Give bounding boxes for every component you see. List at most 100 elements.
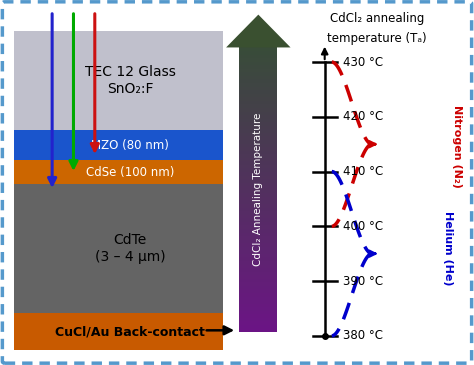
Bar [239, 210, 277, 215]
Bar [239, 232, 277, 236]
Text: CdCl₂ annealing: CdCl₂ annealing [329, 12, 424, 25]
Bar [239, 97, 277, 101]
Bar [239, 296, 277, 300]
Text: Helium (He): Helium (He) [443, 211, 453, 285]
Bar [14, 160, 223, 184]
Bar [239, 282, 277, 286]
Text: CdCl₂ Annealing Temperature: CdCl₂ Annealing Temperature [253, 113, 264, 266]
Bar [239, 214, 277, 218]
Bar [239, 175, 277, 179]
Bar [239, 161, 277, 165]
Bar [239, 203, 277, 208]
Polygon shape [226, 15, 291, 47]
Bar [239, 224, 277, 229]
Bar [239, 285, 277, 289]
Bar [239, 125, 277, 129]
Bar [239, 292, 277, 296]
Bar [239, 182, 277, 186]
Bar [239, 47, 277, 51]
Bar [239, 196, 277, 200]
Bar [239, 164, 277, 169]
Bar [239, 168, 277, 172]
Bar [239, 250, 277, 254]
Bar [14, 31, 223, 130]
Bar [239, 136, 277, 140]
Bar [239, 178, 277, 182]
Bar [239, 150, 277, 154]
Bar [239, 257, 277, 261]
Bar [239, 314, 277, 318]
Text: CdTe
(3 – 4 μm): CdTe (3 – 4 μm) [95, 234, 165, 264]
Bar [239, 82, 277, 87]
Bar [239, 271, 277, 275]
Bar [239, 104, 277, 108]
Bar [239, 128, 277, 133]
Text: temperature (Tₐ): temperature (Tₐ) [327, 32, 427, 45]
Bar [239, 239, 277, 243]
Text: 390 °C: 390 °C [343, 274, 383, 288]
Text: 400 °C: 400 °C [343, 220, 383, 233]
Bar [239, 171, 277, 176]
Text: TEC 12 Glass
SnO₂:F: TEC 12 Glass SnO₂:F [85, 65, 176, 96]
Bar [239, 65, 277, 69]
Bar [239, 267, 277, 272]
Bar [239, 93, 277, 97]
Bar [239, 253, 277, 257]
Text: 380 °C: 380 °C [343, 329, 383, 342]
Bar [239, 122, 277, 126]
Bar [239, 68, 277, 72]
Text: 430 °C: 430 °C [343, 55, 383, 69]
Text: CuCl/Au Back-contact: CuCl/Au Back-contact [55, 325, 205, 338]
Bar [239, 324, 277, 328]
Bar [239, 57, 277, 62]
Bar [239, 146, 277, 151]
Bar [239, 61, 277, 65]
Bar [239, 139, 277, 143]
Bar [239, 118, 277, 122]
Bar [239, 303, 277, 307]
Bar [239, 54, 277, 58]
Bar [239, 189, 277, 193]
Bar [239, 114, 277, 119]
Bar [239, 200, 277, 204]
Bar [239, 221, 277, 226]
Bar [239, 235, 277, 239]
Bar [239, 299, 277, 304]
Bar [239, 289, 277, 293]
Bar [239, 185, 277, 190]
Text: MZO (80 nm): MZO (80 nm) [91, 139, 169, 151]
Bar [239, 143, 277, 147]
Bar [239, 317, 277, 322]
Bar [239, 107, 277, 112]
Bar [239, 153, 277, 158]
Bar [239, 157, 277, 161]
Bar [14, 184, 223, 313]
Bar [239, 72, 277, 76]
Bar [239, 132, 277, 137]
Bar [239, 246, 277, 250]
Bar [14, 130, 223, 160]
Text: Nitrogen (N₂): Nitrogen (N₂) [452, 104, 463, 188]
Text: 420 °C: 420 °C [343, 110, 383, 123]
Bar [239, 207, 277, 211]
Bar [239, 100, 277, 104]
Bar [239, 218, 277, 222]
Bar [239, 328, 277, 332]
Bar [239, 86, 277, 90]
Bar [239, 228, 277, 233]
Bar [239, 264, 277, 268]
Bar [239, 111, 277, 115]
Bar [239, 321, 277, 325]
Bar [239, 307, 277, 311]
Bar [239, 260, 277, 265]
Bar [239, 89, 277, 94]
Bar [239, 193, 277, 197]
Text: 410 °C: 410 °C [343, 165, 383, 178]
Text: CdSe (100 nm): CdSe (100 nm) [86, 166, 174, 179]
Bar [239, 75, 277, 80]
Bar [239, 274, 277, 279]
Bar [239, 50, 277, 55]
Bar [239, 79, 277, 83]
Bar [239, 310, 277, 314]
Bar [239, 278, 277, 283]
